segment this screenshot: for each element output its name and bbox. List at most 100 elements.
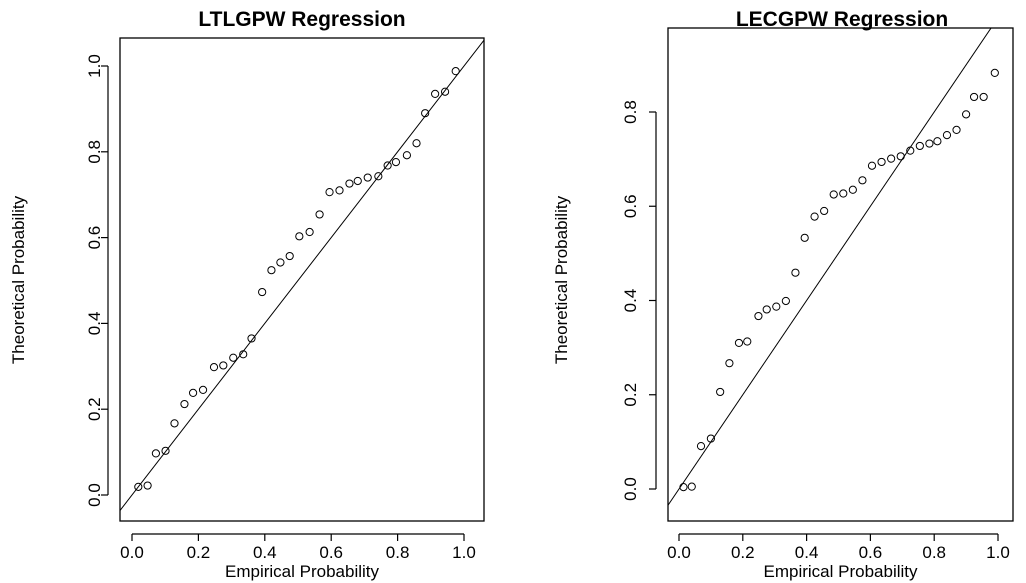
data-point bbox=[353, 176, 362, 186]
y-tick-label: 0.0 bbox=[85, 483, 104, 507]
ltlgpw-panel: LTLGPW Regression 0.0 0.2 0.4 0.6 0.8 1.0 0.0 0.… bbox=[9, 8, 485, 581]
data-point bbox=[374, 172, 383, 181]
y-tick-label: 0.2 bbox=[85, 397, 104, 421]
reference-line-group bbox=[668, 28, 992, 507]
data-point bbox=[906, 146, 915, 155]
x-tick-label: 1.0 bbox=[452, 543, 476, 562]
x-tick-label: 0.6 bbox=[859, 543, 883, 562]
data-point bbox=[754, 311, 763, 321]
chart-title: LECGPW Regression bbox=[736, 8, 948, 31]
data-point bbox=[285, 251, 294, 261]
chart-title: LTLGPW Regression bbox=[198, 8, 405, 31]
y-tick-label: 0.6 bbox=[85, 226, 104, 250]
data-point bbox=[258, 287, 267, 297]
data-point bbox=[791, 268, 800, 277]
data-point bbox=[925, 139, 934, 148]
x-tick-label: 0.0 bbox=[120, 543, 144, 562]
reference-line bbox=[668, 28, 992, 507]
data-point bbox=[151, 449, 161, 458]
data-point bbox=[143, 481, 152, 490]
data-point bbox=[161, 446, 170, 455]
data-point bbox=[198, 385, 208, 394]
x-tick-label: 0.6 bbox=[319, 543, 343, 562]
data-point bbox=[134, 482, 143, 491]
data-point bbox=[839, 189, 848, 198]
data-point bbox=[848, 185, 857, 194]
data-point bbox=[687, 482, 696, 491]
data-point bbox=[810, 212, 819, 221]
y-tick-label: 0.2 bbox=[621, 383, 640, 407]
data-point bbox=[209, 363, 219, 372]
data-point bbox=[440, 87, 450, 96]
data-point bbox=[762, 305, 771, 314]
data-point bbox=[858, 176, 867, 185]
plot-frame bbox=[119, 37, 485, 522]
data-point bbox=[820, 206, 829, 216]
data-point bbox=[421, 109, 430, 118]
x-axis-label: Empirical Probability bbox=[764, 562, 918, 581]
data-point bbox=[402, 151, 411, 160]
data-point bbox=[962, 110, 971, 119]
y-tick-label: 1.0 bbox=[85, 54, 104, 78]
data-point bbox=[896, 152, 905, 161]
data-point bbox=[363, 173, 372, 182]
data-point bbox=[877, 157, 886, 167]
data-point bbox=[335, 186, 344, 195]
data-point bbox=[772, 302, 781, 311]
y-tick-label: 0.0 bbox=[621, 477, 640, 501]
data-point bbox=[725, 359, 734, 368]
plot-frame bbox=[667, 27, 1014, 522]
data-point bbox=[267, 266, 276, 275]
data-point bbox=[305, 227, 314, 237]
x-tick-label: 0.2 bbox=[187, 543, 211, 562]
data-point bbox=[915, 141, 924, 151]
x-tick-label: 0.8 bbox=[386, 543, 410, 562]
data-point bbox=[219, 361, 228, 370]
data-point bbox=[952, 125, 961, 135]
data-point bbox=[315, 210, 324, 219]
y-tick-label: 0.8 bbox=[85, 140, 104, 164]
x-tick-label: 0.4 bbox=[795, 543, 819, 562]
data-point bbox=[800, 233, 809, 242]
y-tick-label: 0.4 bbox=[621, 289, 640, 313]
data-point bbox=[276, 258, 285, 267]
data-point bbox=[295, 232, 304, 241]
data-point bbox=[706, 434, 716, 443]
reference-line-group bbox=[120, 39, 484, 512]
data-point bbox=[734, 338, 744, 348]
data-point bbox=[391, 157, 401, 167]
y-axis-label: Theoretical Probability bbox=[9, 195, 28, 364]
data-point bbox=[743, 337, 752, 346]
data-point bbox=[170, 419, 179, 428]
data-point bbox=[180, 399, 189, 409]
data-point bbox=[679, 483, 688, 492]
x-tick-label: 0.0 bbox=[667, 543, 691, 562]
y-axis-label: Theoretical Probability bbox=[552, 195, 571, 364]
data-point bbox=[229, 353, 238, 362]
x-axis-label: Empirical Probability bbox=[225, 562, 379, 581]
y-tick-label: 0.6 bbox=[621, 194, 640, 218]
data-point bbox=[979, 92, 988, 102]
data-point bbox=[412, 139, 421, 148]
data-point bbox=[990, 68, 999, 77]
lecgpw-panel: LECGPW Regression 0.0 0.2 0.4 0.6 0.8 1.0 0.0 0.… bbox=[552, 8, 1014, 581]
x-tick-label: 0.4 bbox=[253, 543, 277, 562]
data-point bbox=[431, 89, 440, 98]
data-point bbox=[969, 92, 979, 102]
data-point bbox=[345, 179, 354, 188]
data-point bbox=[887, 154, 896, 163]
data-point bbox=[247, 334, 256, 343]
x-tick-label: 0.8 bbox=[922, 543, 946, 562]
data-point bbox=[716, 387, 725, 397]
y-tick-label: 0.8 bbox=[621, 100, 640, 124]
data-point bbox=[325, 188, 334, 197]
data-point bbox=[867, 161, 877, 170]
data-point bbox=[451, 67, 460, 76]
data-point bbox=[829, 190, 838, 199]
data-point bbox=[188, 388, 198, 397]
data-point bbox=[933, 137, 942, 146]
data-point bbox=[942, 130, 952, 140]
x-tick-label: 1.0 bbox=[986, 543, 1010, 562]
y-tick-label: 0.4 bbox=[85, 312, 104, 336]
